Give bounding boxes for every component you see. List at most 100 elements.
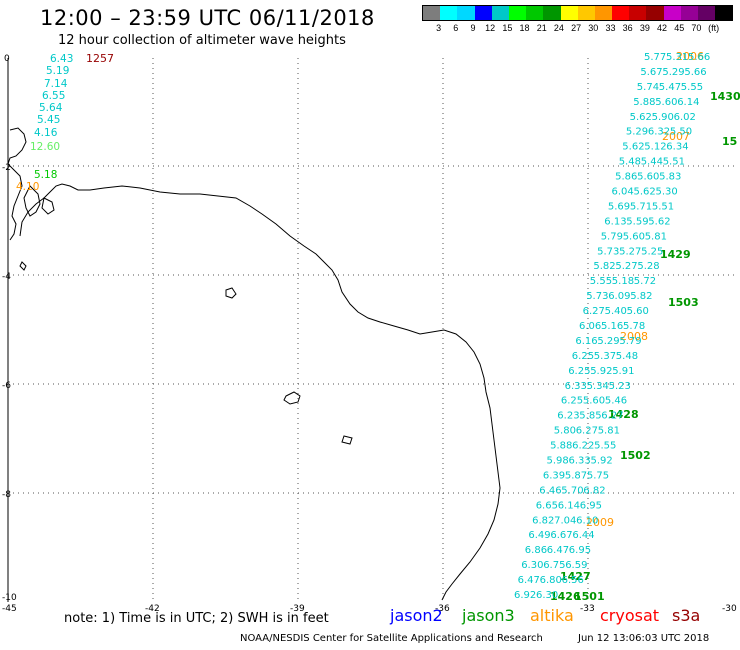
lat-label: -10	[2, 593, 17, 603]
scale-swatch	[629, 6, 647, 20]
map-grid	[7, 58, 735, 602]
wave-height: 6.59	[565, 560, 587, 571]
pass-time: 1257	[86, 52, 114, 65]
wave-height: 5.27	[615, 261, 637, 272]
wave-height: 5.16	[601, 321, 623, 332]
lon-label: -39	[290, 604, 305, 614]
lat-label: -8	[2, 490, 11, 500]
wave-height: 5.55	[594, 441, 616, 452]
page-subtitle: 12 hour collection of altimeter wave hei…	[58, 33, 346, 48]
wave-height: 6.82	[532, 515, 554, 526]
wave-height: 5.60	[623, 231, 645, 242]
wave-height: 5.31	[666, 52, 688, 63]
legend-s3a: s3a	[672, 606, 701, 625]
scale-label: 18	[519, 23, 530, 33]
wave-height: 6.23	[557, 411, 579, 422]
wave-height: 5.47	[659, 82, 681, 93]
lon-axis-labels: -45 -42 -39 -36 -33 -30	[2, 604, 737, 614]
lat-label: -6	[2, 381, 11, 391]
wave-height: 5.90	[652, 112, 674, 123]
wave-height: 6.02	[674, 112, 696, 123]
wave-height: 5.74	[637, 82, 659, 93]
scale-label: 39	[639, 23, 650, 33]
wave-height: 4.16	[34, 127, 58, 139]
wave-height: 6.10	[576, 515, 598, 526]
wave-height: 6.30	[536, 590, 558, 601]
legend-jason3: jason3	[462, 606, 515, 625]
wave-height: 6.33	[569, 456, 591, 467]
wave-height: 5.73	[586, 291, 608, 302]
wave-height: 5.67	[640, 67, 662, 78]
wave-height: 5.91	[612, 366, 634, 377]
wave-height: 6.82	[583, 485, 605, 496]
wave-height-color-scale: 3 6 9 12 15 18 21 24 27 30 33 36 39 42 45 70 (ft)	[422, 5, 734, 33]
wave-height: 5.88	[550, 441, 572, 452]
wave-height: 5.73	[597, 246, 619, 257]
wave-height: 5.45	[37, 114, 60, 126]
wave-height: 6.55	[42, 90, 65, 102]
pass-time: 15	[722, 135, 737, 148]
wave-height: 6.65	[536, 500, 558, 511]
wave-height: 5.62	[648, 216, 670, 227]
wave-height: 6.95	[580, 500, 602, 511]
wave-height: 6.46	[539, 485, 561, 496]
wave-height: 5.44	[641, 157, 663, 168]
scale-swatch	[526, 6, 544, 20]
scale-swatch	[698, 6, 716, 20]
lon-label: -33	[580, 604, 595, 614]
scale-swatch	[594, 6, 613, 20]
pass-time: 1429	[660, 248, 691, 261]
pass-time: 1427	[560, 570, 591, 583]
wave-height: 6.27	[576, 426, 598, 437]
wave-height: 6.34	[666, 142, 688, 153]
wave-height: 6.22	[572, 441, 594, 452]
scale-label: 21	[536, 23, 547, 33]
wave-height: 5.48	[619, 157, 641, 168]
wave-height: 5.55	[590, 276, 612, 287]
lon-label: -42	[145, 604, 160, 614]
lon-label: -45	[2, 604, 17, 614]
wave-height: 5.92	[590, 366, 612, 377]
wave-height: 6.32	[648, 127, 670, 138]
wave-height: 5.78	[623, 321, 645, 332]
pass-time: 2007	[662, 130, 690, 143]
lon-label: -30	[722, 604, 737, 614]
wave-height: 6.39	[543, 470, 565, 481]
scale-swatch	[577, 6, 595, 20]
wave-height: 5.60	[583, 396, 605, 407]
scale-swatch	[491, 6, 509, 20]
wave-height: 5.87	[565, 470, 587, 481]
scale-swatch	[508, 6, 527, 20]
wave-height: 5.25	[641, 246, 663, 257]
wave-height: 5.79	[601, 231, 623, 242]
wave-height: 6.49	[528, 530, 550, 541]
scale-label: 15	[502, 23, 513, 33]
wave-height: 5.77	[644, 52, 666, 63]
left-track-heights: 6.43 5.19 7.14 6.55 5.64 5.45 4.16 12.60…	[16, 53, 73, 193]
wave-height: 6.56	[562, 575, 584, 586]
pass-time: 2008	[620, 330, 648, 343]
wave-height: 6.67	[550, 530, 572, 541]
wave-height: 5.62	[630, 112, 652, 123]
wave-height: 5.92	[591, 456, 613, 467]
pass-time: 1502	[620, 449, 651, 462]
wave-height: 5.12	[644, 142, 666, 153]
wave-height: 7.14	[44, 78, 68, 90]
pass-time: 1430	[710, 90, 740, 103]
scale-label: 45	[674, 23, 685, 33]
wave-height: 5.40	[605, 306, 627, 317]
wave-height: 5.48	[616, 351, 638, 362]
footer-timestamp: Jun 12 13:06:03 UTC 2018	[578, 633, 710, 644]
wave-height: 5.59	[626, 216, 648, 227]
lat-label: 0	[4, 54, 10, 64]
wave-height: 6.43	[50, 53, 73, 65]
wave-height: 6.25	[572, 351, 594, 362]
wave-height: 6.44	[572, 530, 594, 541]
scale-swatch	[715, 6, 733, 20]
wave-height: 5.18	[612, 276, 634, 287]
scale-label: 33	[605, 23, 616, 33]
wave-height: 6.14	[558, 500, 580, 511]
scale-label: 6	[453, 23, 459, 33]
wave-height: 6.06	[579, 321, 601, 332]
